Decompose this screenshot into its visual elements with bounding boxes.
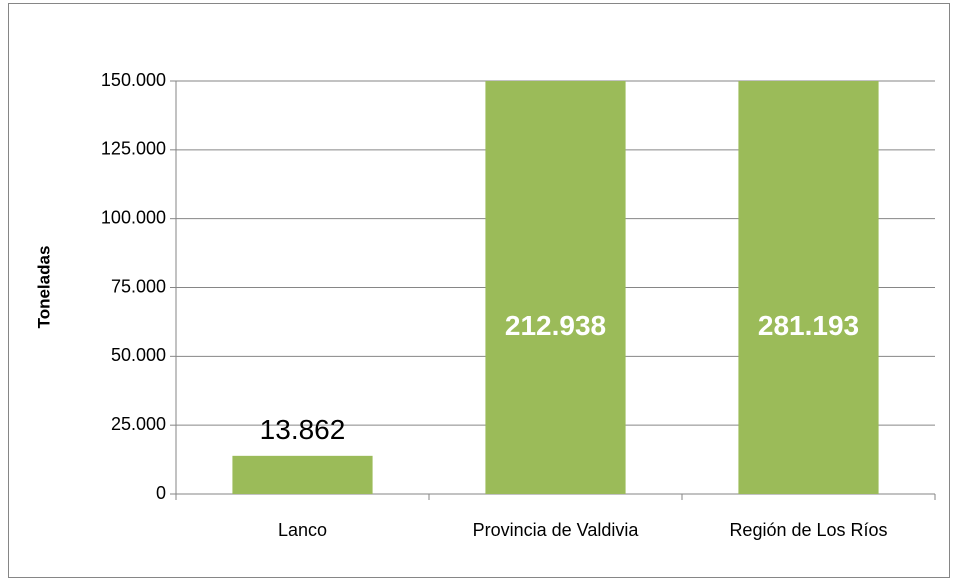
y-axis-title: Toneladas [34, 246, 53, 329]
plot-area [232, 81, 879, 494]
bar [485, 81, 626, 494]
data-label: 212.938 [505, 310, 606, 341]
y-tick-label: 150.000 [101, 70, 166, 90]
y-tick-label: 50.000 [111, 345, 166, 365]
x-tick-label: Provincia de Valdivia [473, 520, 640, 540]
y-tick-label: 100.000 [101, 207, 166, 227]
data-label: 281.193 [758, 310, 859, 341]
x-tick-label: Lanco [278, 520, 327, 540]
y-tick-label: 25.000 [111, 414, 166, 434]
x-tick-label: Región de Los Ríos [729, 520, 887, 540]
bar [232, 455, 373, 494]
y-tick-label: 125.000 [101, 139, 166, 159]
y-tick-label: 75.000 [111, 276, 166, 296]
bar [738, 81, 879, 494]
y-tick-label: 0 [156, 483, 166, 503]
data-label: 13.862 [260, 414, 346, 445]
